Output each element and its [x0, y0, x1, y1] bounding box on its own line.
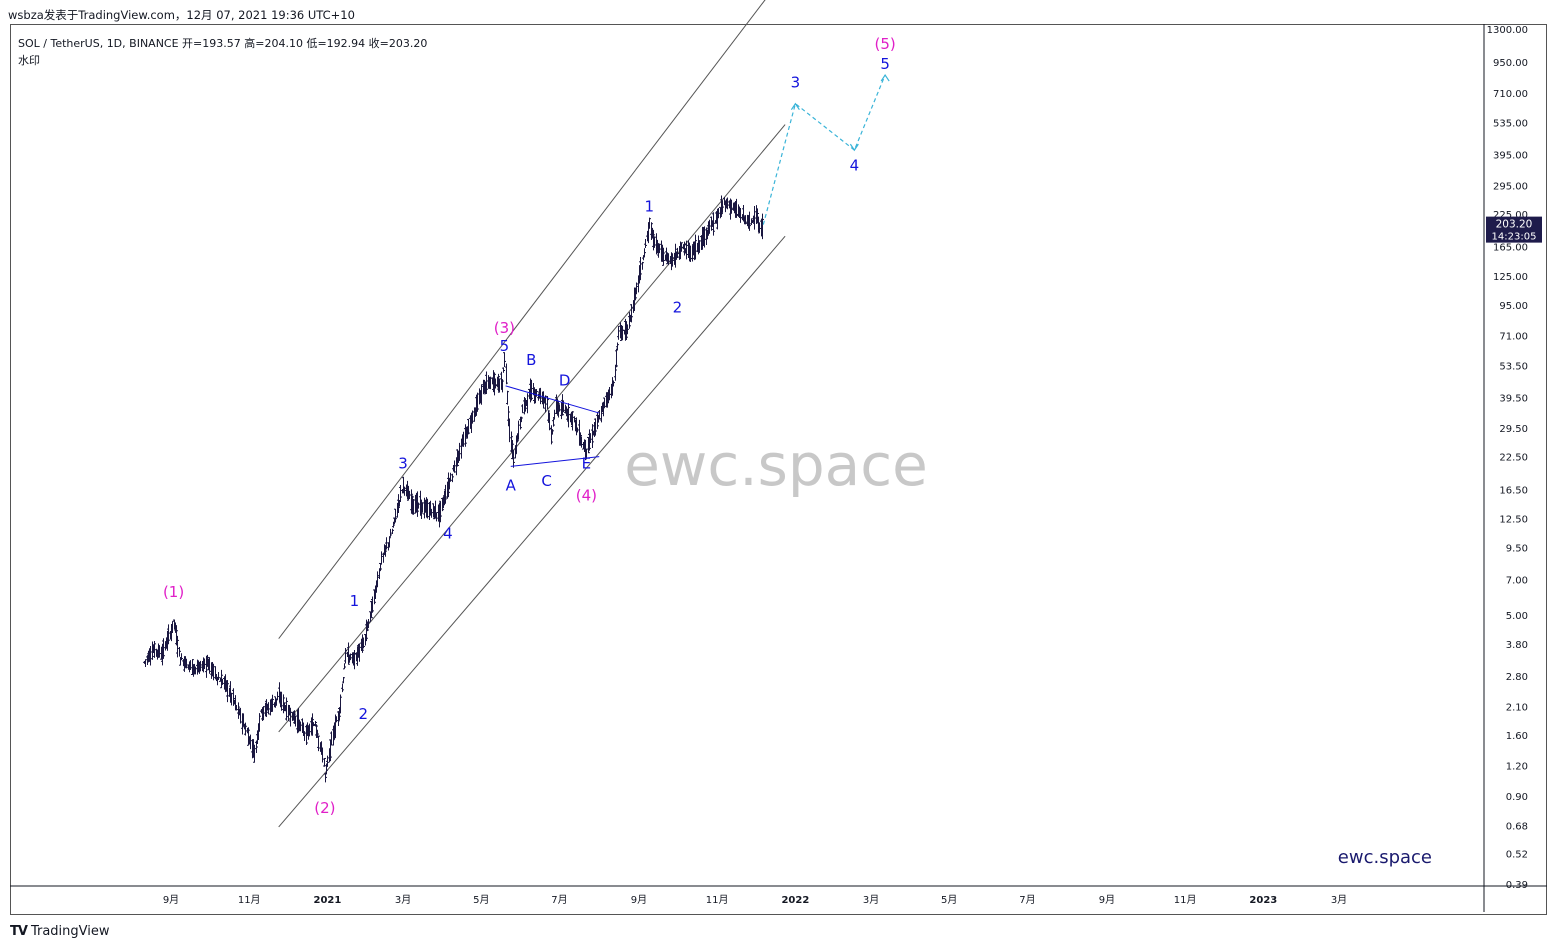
x-tick-label: 2022 [781, 895, 809, 906]
candles-group [143, 195, 764, 783]
y-tick-label: 29.50 [1499, 424, 1528, 435]
projection-arrowhead [849, 143, 859, 152]
channel-upper-line [278, 0, 766, 639]
y-tick-label: 125.00 [1493, 272, 1528, 283]
y-tick-label: 7.00 [1506, 576, 1528, 587]
channel-lower-line [278, 235, 786, 828]
x-tick-label: 2023 [1249, 895, 1277, 906]
projection-arrowhead [790, 102, 800, 111]
tradingview-footer[interactable]: 𝗧𝗩 TradingView [10, 924, 109, 939]
wave-label: (3) [494, 319, 515, 337]
wave-label: 3 [398, 454, 408, 472]
x-tick-label: 11月 [706, 894, 729, 906]
wave-label: (5) [875, 35, 896, 53]
corner-watermark: ewc.space [1338, 847, 1432, 868]
chart-frame [10, 24, 1547, 915]
y-tick-label: 535.00 [1493, 119, 1528, 130]
y-tick-label: 5.00 [1506, 611, 1528, 622]
y-tick-label: 0.52 [1506, 850, 1528, 861]
x-tick-label: 9月 [631, 894, 647, 906]
y-tick-label: 1.20 [1506, 762, 1528, 773]
watermark-label: 水印 [18, 54, 40, 67]
wave-label: E [582, 454, 591, 472]
x-tick-label: 7月 [551, 894, 567, 906]
y-tick-label: 2.80 [1506, 672, 1528, 683]
y-tick-label: 0.68 [1506, 821, 1528, 832]
wave-label: 1 [644, 198, 654, 216]
x-tick-label: 2021 [313, 895, 341, 906]
symbol-legend: SOL / TetherUS, 1D, BINANCE 开=193.57 高=2… [18, 37, 428, 50]
y-tick-label: 12.50 [1499, 515, 1528, 526]
wave-label: (1) [163, 583, 184, 601]
last-price-tag [1486, 216, 1542, 243]
x-tick-label: 11月 [1174, 894, 1197, 906]
bar-countdown: 14:23:05 [1492, 232, 1537, 243]
wave-label: C [541, 472, 551, 490]
y-tick-label: 16.50 [1499, 485, 1528, 496]
y-tick-label: 3.80 [1506, 640, 1528, 651]
y-tick-label: 0.39 [1506, 880, 1528, 891]
y-tick-label: 950.00 [1493, 58, 1528, 69]
tradingview-logo-icon: 𝗧𝗩 [10, 924, 28, 939]
y-tick-label: 1.60 [1506, 731, 1528, 742]
x-tick-label: 11月 [238, 894, 261, 906]
wave-label: 4 [443, 524, 453, 542]
wave-label: 2 [673, 299, 683, 317]
projection-path [762, 74, 886, 225]
x-tick-label: 9月 [163, 894, 179, 906]
y-tick-label: 71.00 [1499, 331, 1528, 342]
y-tick-label: 225.00 [1493, 210, 1528, 221]
wave-label: 1 [350, 592, 360, 610]
x-tick-label: 3月 [863, 894, 879, 906]
triangle-upper-line [505, 385, 600, 414]
y-tick-label: 9.50 [1506, 543, 1528, 554]
x-tick-label: 9月 [1099, 894, 1115, 906]
y-tick-label: 710.00 [1493, 89, 1528, 100]
y-tick-label: 295.00 [1493, 181, 1528, 192]
wave-label: 5 [500, 337, 510, 355]
y-tick-label: 1300.00 [1487, 25, 1528, 36]
y-tick-label: 2.10 [1506, 703, 1528, 714]
last-price-value: 203.20 [1496, 219, 1533, 231]
x-tick-label: 3月 [395, 894, 411, 906]
channel-middle-line [278, 124, 786, 733]
publish-info: wsbza发表于TradingView.com，12月 07, 2021 19:… [8, 8, 355, 22]
center-watermark: ewc.space [624, 431, 928, 499]
x-tick-label: 3月 [1331, 894, 1347, 906]
wave-label: (4) [576, 486, 597, 504]
wave-label: 4 [850, 156, 860, 174]
x-tick-label: 5月 [941, 894, 957, 906]
y-tick-label: 165.00 [1493, 243, 1528, 254]
x-tick-label: 7月 [1019, 894, 1035, 906]
wave-label: 2 [359, 705, 369, 723]
tradingview-brand: TradingView [30, 924, 110, 939]
wave-label: D [559, 372, 571, 390]
y-tick-label: 395.00 [1493, 151, 1528, 162]
wave-label: (2) [314, 799, 335, 817]
wave-label: B [526, 351, 536, 369]
y-tick-label: 22.50 [1499, 453, 1528, 464]
y-tick-label: 53.50 [1499, 361, 1528, 372]
y-tick-label: 0.90 [1506, 792, 1528, 803]
y-tick-label: 39.50 [1499, 393, 1528, 404]
wave-label: 5 [880, 55, 890, 73]
projection-arrowhead [880, 73, 890, 82]
wave-label: A [506, 477, 517, 495]
triangle-lower-line [510, 456, 600, 467]
y-tick-label: 95.00 [1499, 301, 1528, 312]
x-tick-label: 5月 [473, 894, 489, 906]
wave-label: 3 [791, 73, 801, 91]
